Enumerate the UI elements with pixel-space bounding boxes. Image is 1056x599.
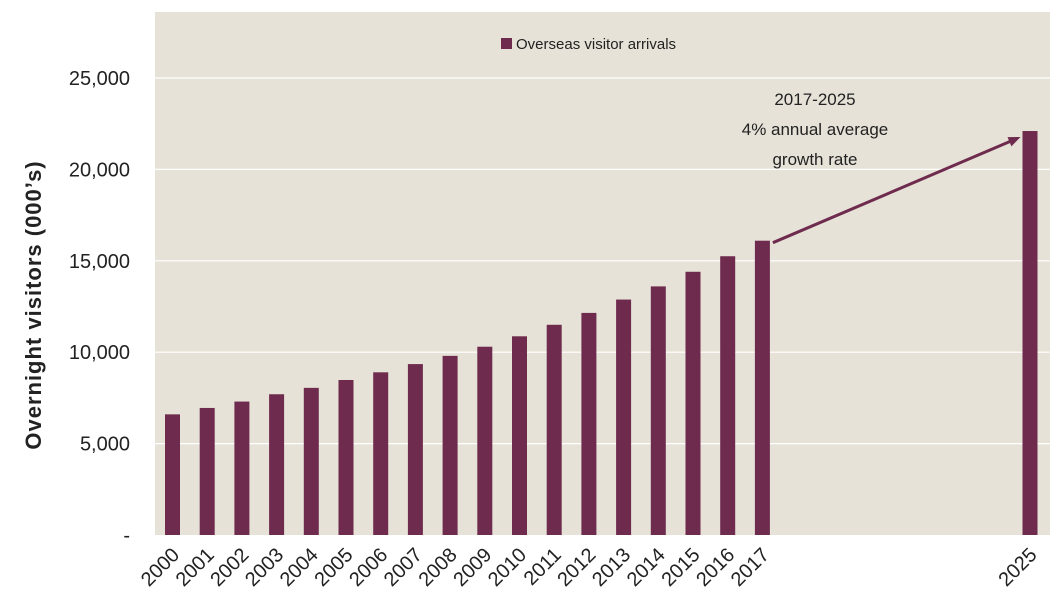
x-tick-label: 2025 — [995, 544, 1042, 591]
y-tick-label: 5,000 — [80, 434, 130, 456]
x-tick-label: 2009 — [449, 544, 496, 591]
x-tick-label: 2003 — [241, 544, 288, 591]
bar — [754, 240, 770, 535]
growth-arrow-head — [1007, 137, 1021, 147]
bar — [234, 401, 250, 535]
x-tick-label: 2011 — [520, 544, 566, 590]
bar — [650, 286, 666, 535]
gridlines — [155, 77, 1050, 445]
y-tick-label: 25,000 — [69, 68, 130, 90]
y-tick-label: 15,000 — [69, 251, 130, 273]
x-tick-labels: 2000200120022003200420052006200720082009… — [137, 544, 1042, 591]
x-tick-label: 2006 — [345, 544, 392, 591]
x-tick-label: 2016 — [692, 544, 739, 591]
growth-annotation: 2017-2025 4% annual average growth rate — [742, 90, 1021, 245]
bar — [303, 387, 319, 535]
plot-background — [155, 12, 1050, 535]
x-tick-label: 2014 — [623, 544, 670, 591]
legend-swatch — [501, 38, 512, 49]
bar — [442, 355, 458, 535]
y-tick-label: 10,000 — [69, 342, 130, 364]
bar — [720, 256, 736, 535]
bar — [407, 364, 423, 535]
bar — [165, 414, 180, 535]
bar — [546, 324, 562, 535]
bar — [616, 299, 632, 535]
bar — [477, 346, 493, 535]
bar — [685, 271, 701, 535]
bar — [269, 394, 285, 535]
bar — [199, 407, 215, 535]
annotation-line-2: 4% annual average — [742, 120, 889, 139]
y-tick-label: 20,000 — [69, 159, 130, 181]
bar — [338, 379, 354, 535]
x-tick-label: 2017 — [727, 544, 774, 591]
x-tick-label: 2008 — [415, 544, 462, 591]
legend-label: Overseas visitor arrivals — [516, 36, 676, 53]
legend: Overseas visitor arrivals — [501, 36, 676, 53]
x-tick-label: 2004 — [276, 544, 323, 591]
y-tick-labels: - 5,000 10,000 15,000 20,000 25,000 — [69, 68, 130, 547]
bar — [373, 372, 389, 535]
annotation-line-1: 2017-2025 — [774, 90, 855, 109]
bar — [581, 312, 597, 535]
growth-arrow — [772, 139, 1013, 245]
x-tick-label: 2012 — [553, 544, 600, 591]
annotation-line-3: growth rate — [772, 150, 857, 169]
y-tick-label: - — [123, 525, 130, 547]
bar — [512, 336, 527, 535]
x-tick-label: 2005 — [311, 544, 358, 591]
x-tick-label: 2013 — [588, 544, 635, 591]
bars — [165, 131, 1038, 535]
x-tick-label: 2015 — [658, 544, 705, 591]
x-tick-label: 2002 — [206, 544, 253, 591]
x-tick-label: 2001 — [172, 544, 219, 591]
x-tick-label: 2010 — [484, 544, 531, 591]
x-tick-label: 2000 — [137, 544, 184, 591]
bar — [1022, 131, 1038, 535]
y-axis-label: Overnight visitors (000’s) — [21, 160, 46, 449]
x-tick-label: 2007 — [380, 544, 427, 591]
